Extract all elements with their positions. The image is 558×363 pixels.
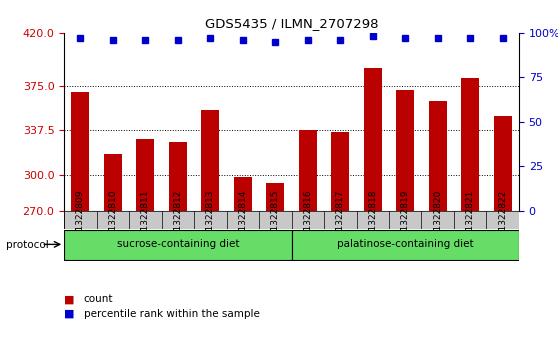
Text: ■: ■ bbox=[64, 294, 75, 305]
Text: GSM1322814: GSM1322814 bbox=[238, 189, 247, 250]
Text: protocol: protocol bbox=[6, 240, 49, 250]
Title: GDS5435 / ILMN_2707298: GDS5435 / ILMN_2707298 bbox=[205, 17, 378, 30]
Bar bbox=[396, 90, 414, 211]
Text: GSM1322809: GSM1322809 bbox=[76, 189, 85, 250]
Bar bbox=[169, 142, 187, 211]
Text: GSM1322810: GSM1322810 bbox=[108, 189, 117, 250]
Text: GSM1322821: GSM1322821 bbox=[466, 189, 475, 250]
Bar bbox=[64, 230, 291, 260]
Bar bbox=[461, 78, 479, 211]
Text: GSM1322815: GSM1322815 bbox=[271, 189, 280, 250]
Text: count: count bbox=[84, 294, 113, 305]
Text: palatinose-containing diet: palatinose-containing diet bbox=[337, 239, 474, 249]
Text: GSM1322812: GSM1322812 bbox=[174, 189, 182, 250]
Bar bbox=[234, 178, 252, 211]
Text: percentile rank within the sample: percentile rank within the sample bbox=[84, 309, 259, 319]
Bar bbox=[291, 230, 519, 260]
Bar bbox=[104, 154, 122, 211]
Bar bbox=[331, 132, 349, 211]
Text: GSM1322817: GSM1322817 bbox=[336, 189, 345, 250]
Text: GSM1322818: GSM1322818 bbox=[368, 189, 377, 250]
Bar bbox=[201, 110, 219, 211]
Bar bbox=[71, 92, 89, 211]
Bar bbox=[137, 139, 155, 211]
Text: GSM1322819: GSM1322819 bbox=[401, 189, 410, 250]
Bar bbox=[429, 101, 446, 211]
Bar bbox=[266, 183, 284, 211]
Text: GSM1322820: GSM1322820 bbox=[433, 189, 442, 250]
Bar bbox=[364, 68, 382, 211]
Bar bbox=[494, 116, 512, 211]
Text: ■: ■ bbox=[64, 309, 75, 319]
Text: sucrose-containing diet: sucrose-containing diet bbox=[117, 239, 239, 249]
Text: GSM1322811: GSM1322811 bbox=[141, 189, 150, 250]
Text: GSM1322816: GSM1322816 bbox=[304, 189, 312, 250]
Text: GSM1322822: GSM1322822 bbox=[498, 189, 507, 250]
Bar bbox=[299, 130, 317, 211]
Text: GSM1322813: GSM1322813 bbox=[206, 189, 215, 250]
